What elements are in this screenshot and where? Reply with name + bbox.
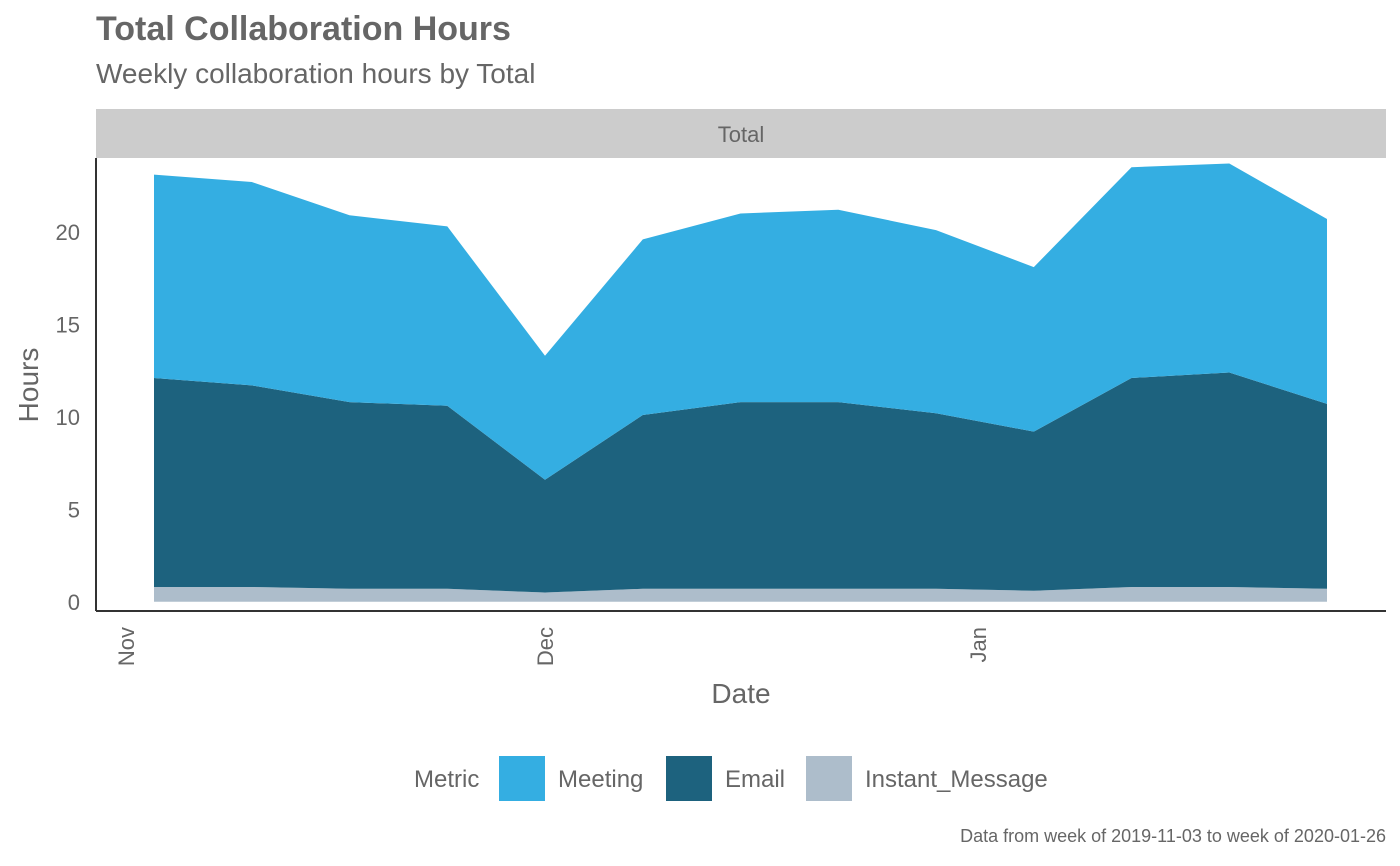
- chart-caption: Data from week of 2019-11-03 to week of …: [960, 826, 1386, 846]
- area-email: [154, 372, 1327, 593]
- chart-title: Total Collaboration Hours: [96, 10, 511, 48]
- area-instant-message: [154, 587, 1327, 602]
- x-tick-label: Dec: [533, 627, 558, 666]
- y-tick-label: 5: [68, 497, 80, 522]
- y-tick-label: 15: [56, 312, 80, 337]
- area-meeting: [154, 163, 1327, 480]
- y-tick-label: 0: [68, 590, 80, 615]
- legend: Metric Meeting Email Instant_Message: [414, 756, 1048, 801]
- x-tick-label: Nov: [114, 627, 139, 666]
- y-tick-label: 10: [56, 405, 80, 430]
- facet-label: Total: [718, 122, 764, 147]
- x-axis-title: Date: [711, 678, 770, 709]
- legend-title: Metric: [414, 766, 479, 793]
- legend-key-instant-message: [806, 756, 852, 801]
- legend-key-email: [666, 756, 712, 801]
- chart-subtitle: Weekly collaboration hours by Total: [96, 58, 536, 89]
- facet-strip: [96, 109, 1386, 158]
- legend-label-email: Email: [725, 766, 785, 793]
- x-tick-label: Jan: [966, 627, 991, 662]
- y-axis-title: Hours: [13, 348, 44, 423]
- y-tick-label: 20: [56, 220, 80, 245]
- legend-label-meeting: Meeting: [558, 766, 643, 793]
- legend-label-instant-message: Instant_Message: [865, 766, 1048, 793]
- legend-key-meeting: [499, 756, 545, 801]
